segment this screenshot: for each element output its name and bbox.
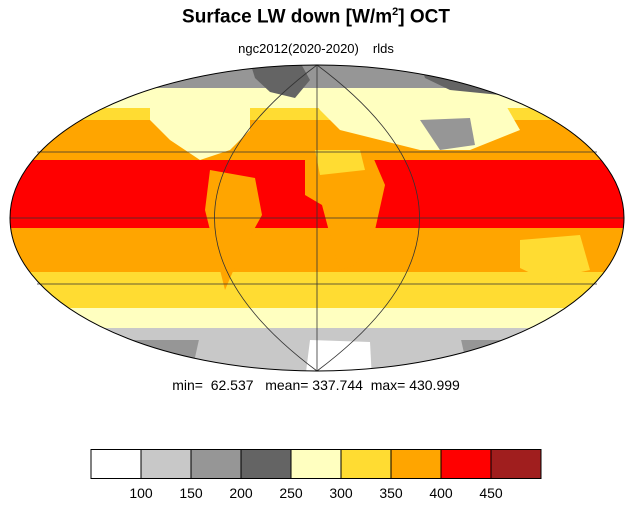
title-suffix: ] OCT [398, 6, 450, 28]
colorbar-swatch [240, 449, 292, 479]
graticule [10, 64, 624, 372]
experiment-label: ngc2012(2020-2020) [238, 41, 359, 56]
colorbar-swatch [340, 449, 392, 479]
mean-value: 337.744 [312, 377, 363, 393]
title-superscript: 2 [392, 6, 399, 18]
south-america-shape [205, 170, 262, 290]
colorbar-tick-label: 250 [279, 485, 303, 501]
stats-line: min= 62.537 mean= 337.744 max= 430.999 [0, 377, 632, 393]
gridline-meridian-e90 [316, 64, 420, 372]
gridline-meridian-w90 [214, 64, 318, 372]
max-value: 430.999 [409, 377, 460, 393]
tibet-shape [420, 118, 475, 150]
band-arctic [10, 65, 624, 88]
min-label: min= [172, 377, 203, 393]
colorbar-tick-label: 100 [129, 485, 153, 501]
variable-label: rlds [372, 41, 394, 56]
map-subtitle: ngc2012(2020-2020) rlds [0, 41, 632, 56]
colorbar [90, 449, 542, 479]
colorbar-tick-label: 400 [429, 485, 453, 501]
colorbar-swatch [290, 449, 342, 479]
greenland-shape [250, 65, 310, 98]
colorbar-swatch [90, 449, 142, 479]
colorbar-swatch [440, 449, 492, 479]
min-value: 62.537 [210, 377, 254, 393]
africa-shape [305, 150, 385, 270]
colorbar-swatch [390, 449, 442, 479]
band-south-midlat [10, 272, 624, 308]
colorbar-tick-label: 450 [479, 485, 503, 501]
colorbar-swatch [490, 449, 542, 479]
mean-label: mean= [265, 377, 309, 393]
colorbar-tick-label: 150 [179, 485, 203, 501]
colorbar-tick-label: 300 [329, 485, 353, 501]
australia-shape [520, 235, 590, 280]
colorbar-swatch [190, 449, 242, 479]
colorbar-swatch [140, 449, 192, 479]
colorbar-tick-label: 350 [379, 485, 403, 501]
sahara-shape [315, 150, 365, 175]
title-text: Surface LW down [W/m [182, 6, 393, 28]
colorbar-tick-label: 200 [229, 485, 253, 501]
antarctica-plateau-shape [305, 340, 372, 371]
max-label: max= [370, 377, 406, 393]
map-field [10, 65, 624, 371]
north-america-shape [150, 90, 250, 160]
map-border [9, 64, 625, 372]
map-title: Surface LW down [W/m2] OCT [0, 6, 632, 28]
